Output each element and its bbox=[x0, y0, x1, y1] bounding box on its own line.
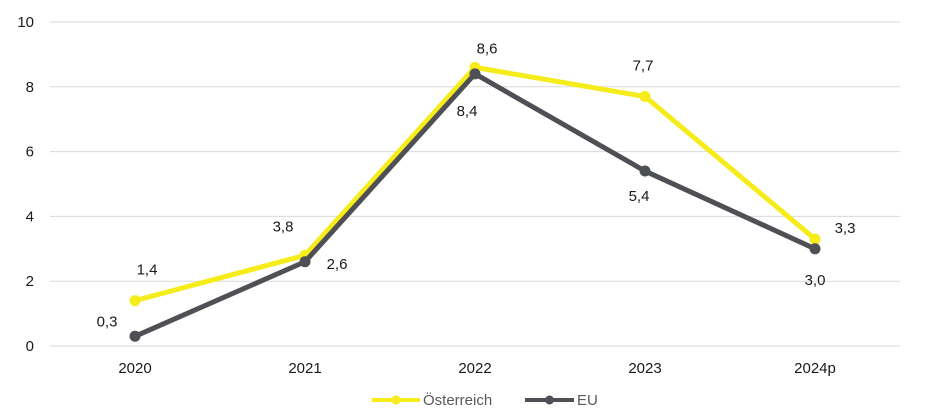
data-label: 1,4 bbox=[137, 262, 158, 279]
data-label: 8,4 bbox=[457, 103, 478, 120]
x-tick-label: 2020 bbox=[118, 360, 151, 377]
data-label: 3,8 bbox=[273, 218, 294, 235]
y-tick-label: 8 bbox=[26, 79, 34, 96]
legend-label: EU bbox=[577, 392, 598, 409]
y-tick-label: 2 bbox=[26, 273, 34, 290]
data-label: 5,4 bbox=[629, 188, 650, 205]
x-tick-label: 2024p bbox=[794, 360, 836, 377]
y-tick-label: 0 bbox=[26, 338, 34, 355]
data-label: 3,3 bbox=[835, 220, 856, 237]
x-tick-label: 2022 bbox=[458, 360, 491, 377]
gridlines bbox=[50, 21, 900, 347]
data-point bbox=[469, 68, 481, 80]
data-point bbox=[639, 165, 651, 177]
x-axis: 2020 2021 2022 2023 2024p bbox=[118, 360, 836, 377]
y-axis: 0 2 4 6 8 10 bbox=[17, 14, 34, 355]
y-tick-label: 10 bbox=[17, 14, 34, 31]
data-point bbox=[129, 330, 141, 342]
legend: Österreich EU bbox=[372, 391, 598, 409]
legend-swatch-marker bbox=[545, 395, 554, 405]
data-point bbox=[809, 233, 821, 245]
y-tick-label: 4 bbox=[26, 208, 34, 225]
data-label: 7,7 bbox=[633, 58, 654, 75]
data-point bbox=[299, 256, 311, 268]
legend-label: Österreich bbox=[423, 391, 492, 409]
x-tick-label: 2023 bbox=[628, 360, 661, 377]
data-point bbox=[639, 91, 651, 103]
data-label: 0,3 bbox=[97, 313, 118, 330]
x-tick-label: 2021 bbox=[288, 360, 321, 377]
data-point bbox=[809, 243, 821, 255]
data-label: 3,0 bbox=[805, 272, 826, 289]
series-layer bbox=[129, 61, 821, 342]
y-tick-label: 6 bbox=[26, 144, 34, 161]
legend-swatch-marker bbox=[391, 395, 401, 405]
data-label: 2,6 bbox=[327, 256, 348, 273]
data-label: 8,6 bbox=[477, 40, 498, 57]
data-point bbox=[129, 295, 141, 307]
data-labels: 1,4 3,8 8,6 7,7 3,3 0,3 2,6 8,4 5,4 3,0 bbox=[97, 40, 856, 330]
